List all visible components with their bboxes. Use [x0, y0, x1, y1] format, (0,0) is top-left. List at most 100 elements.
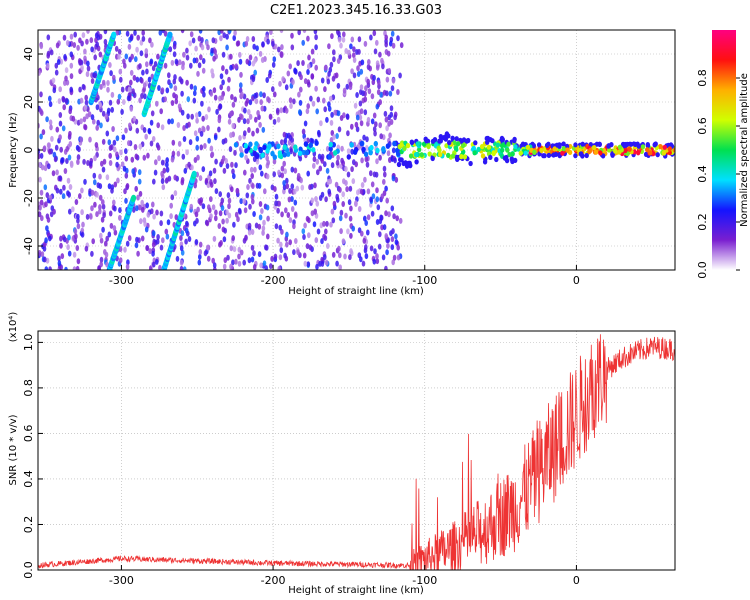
spectrogram-cell [352, 46, 356, 53]
spectrogram-cell [231, 122, 235, 129]
spectrogram-cell [139, 50, 144, 57]
spectrogram-cell [118, 214, 122, 221]
spectrogram-cell [231, 235, 235, 242]
spectrogram-carrier-cell [486, 144, 491, 150]
spectrogram-cell [217, 126, 221, 133]
spectrogram-cell [280, 228, 284, 235]
spectrogram-carrier-cell [495, 142, 501, 148]
spectrogram-cell [254, 116, 258, 123]
spectrogram-cell [199, 130, 204, 137]
spectrogram-carrier-cell [438, 138, 443, 144]
spectrogram-cell [247, 222, 252, 229]
spectrogram-cell [346, 171, 351, 178]
spectrogram-cell [220, 94, 224, 101]
spectrogram-cell [229, 263, 233, 270]
spectrogram-cell [250, 173, 254, 179]
spectrogram-cell [330, 208, 335, 215]
spectrogram-cell [58, 112, 63, 118]
spectrogram-cell [361, 146, 366, 153]
spectrogram-cell [198, 241, 203, 248]
spectrogram-cell [310, 48, 315, 55]
spectrogram-cell [282, 131, 287, 138]
spectrogram-carrier-cell [557, 142, 562, 148]
spectrogram-cell [371, 193, 376, 200]
spectrogram-cell [137, 178, 142, 185]
spectrogram-cell [237, 253, 241, 260]
spectrogram-cell [376, 89, 381, 96]
spectrogram-cell [198, 175, 203, 182]
spectrogram-cell [54, 69, 59, 76]
spectrogram-carrier-cell [405, 143, 411, 149]
spectrogram-cell [296, 172, 301, 179]
spectrogram-cell [55, 187, 60, 194]
spectrogram-cell [151, 201, 155, 208]
spectrogram-cell [286, 212, 291, 218]
spectrogram-cell [375, 147, 380, 154]
spectrogram-cell [156, 122, 160, 129]
spectrogram-cell [226, 192, 231, 199]
spectrogram-cell [363, 109, 368, 116]
spectrogram-cell [123, 62, 127, 69]
spectrogram-cell [159, 244, 164, 251]
spectrogram-cell [155, 258, 159, 265]
spectrogram-cell [364, 220, 369, 226]
spectrogram-cell [366, 188, 371, 195]
spectrogram-cell [97, 265, 101, 270]
spectrogram-cell [373, 48, 378, 55]
snr-x-ticks: -300 -200 -100 0 [109, 565, 580, 587]
spectrogram-carrier-cell [617, 144, 623, 150]
spectrogram-cell [337, 126, 342, 133]
spectrogram-cell [306, 69, 310, 75]
spectrogram-cell [260, 57, 265, 63]
snr-y-ticks: 0.0 0.2 0.4 0.6 0.8 1.0 [22, 334, 43, 579]
spectrogram-carrier-cell [488, 154, 493, 160]
spectrogram-cell [389, 111, 394, 118]
spectrogram-cell [315, 158, 320, 165]
spectrogram-cell [375, 158, 379, 165]
spectrogram-cell [44, 237, 48, 244]
spectrogram-carrier-cell [628, 141, 634, 147]
spectrogram-cell [193, 182, 197, 189]
spectrogram-cell [313, 182, 317, 189]
spectrogram-cell [319, 120, 323, 127]
spectrogram-carrier-cell [648, 150, 653, 156]
snr-x-label: Height of straight line (km) [288, 585, 424, 596]
spectrogram-cell [278, 80, 282, 87]
spectrogram-cell [325, 145, 330, 152]
spectrogram-carrier-cell [466, 137, 471, 144]
spectrogram-cell [101, 199, 105, 206]
spectrogram-cell [130, 53, 134, 60]
spectrogram-carrier-cell [565, 147, 570, 153]
spectrogram-cell [357, 206, 362, 212]
spectrogram-cell [214, 215, 218, 222]
spectrogram-cell [369, 245, 374, 252]
spectrogram-cell [55, 126, 60, 133]
spectrogram-cell [167, 175, 172, 182]
spectrogram-cell [314, 64, 319, 71]
spectrogram-cell [270, 255, 274, 262]
spectrogram-cell [398, 217, 403, 224]
spectrogram-cell [253, 92, 257, 99]
spectrogram-carrier-cell [542, 153, 547, 159]
spectrogram-cell [194, 45, 198, 52]
spectrogram-cell [181, 64, 185, 71]
spectrogram-cell [382, 224, 387, 231]
spectrogram-cell [90, 205, 94, 212]
spectrogram-cell [337, 245, 341, 252]
spectrogram-cell [366, 214, 371, 221]
spectrogram-cell [195, 117, 199, 124]
spectrogram-carrier-cell [427, 151, 432, 157]
spectrogram-cell [93, 179, 97, 186]
spectrogram-cell [279, 241, 283, 248]
spectrogram-cell [258, 121, 262, 128]
spectrogram-cell [275, 107, 280, 114]
spectrogram-cell [303, 78, 308, 85]
spectrogram-cell [67, 154, 72, 161]
spectrogram-cell [252, 43, 256, 50]
spectrogram-cell [305, 108, 310, 115]
spectrogram-cell [124, 53, 129, 60]
spectrogram-cell [254, 222, 259, 229]
spectrogram-cell [350, 166, 354, 173]
spectrogram-cell [229, 132, 233, 139]
